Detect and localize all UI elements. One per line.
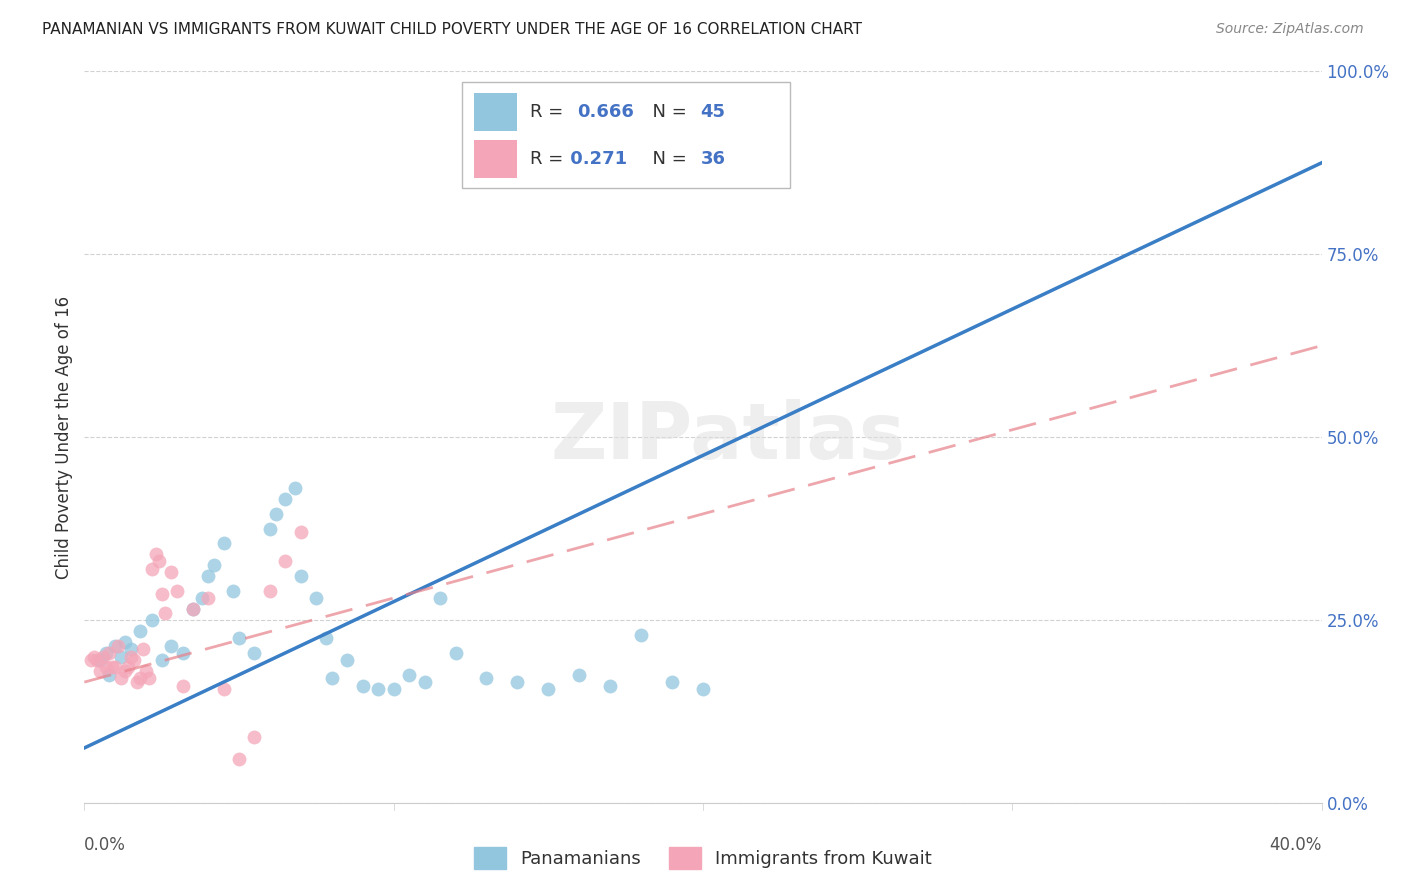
Point: [315, 632, 337, 646]
Point: [181, 602, 204, 616]
Text: 0.0%: 0.0%: [84, 836, 127, 854]
Point: [79, 653, 101, 667]
Text: R =: R =: [530, 103, 569, 120]
Text: Source: ZipAtlas.com: Source: ZipAtlas.com: [1216, 22, 1364, 37]
Point: [129, 624, 152, 638]
Point: [367, 682, 389, 697]
Point: [135, 664, 157, 678]
Point: [138, 672, 160, 686]
Point: [91, 649, 114, 664]
Point: [599, 679, 621, 693]
Point: [94, 646, 117, 660]
Point: [336, 653, 359, 667]
Text: N =: N =: [641, 150, 693, 168]
Point: [274, 554, 297, 568]
Point: [107, 639, 129, 653]
Point: [98, 646, 121, 660]
Text: PANAMANIAN VS IMMIGRANTS FROM KUWAIT CHILD POVERTY UNDER THE AGE OF 16 CORRELATI: PANAMANIAN VS IMMIGRANTS FROM KUWAIT CHI…: [42, 22, 862, 37]
Point: [568, 667, 591, 681]
Point: [122, 653, 145, 667]
Point: [98, 667, 121, 681]
Point: [114, 664, 136, 678]
Point: [382, 682, 405, 697]
Point: [202, 558, 225, 573]
Point: [160, 566, 183, 580]
Point: [150, 653, 173, 667]
Point: [305, 591, 328, 605]
Point: [160, 639, 183, 653]
Point: [228, 752, 250, 766]
Text: 0.666: 0.666: [576, 103, 634, 120]
Point: [110, 672, 132, 686]
Text: 36: 36: [700, 150, 725, 168]
Point: [506, 675, 529, 690]
Point: [120, 649, 142, 664]
Point: [692, 682, 714, 697]
Point: [398, 667, 420, 681]
Point: [222, 583, 245, 598]
Point: [243, 730, 266, 744]
Point: [181, 602, 204, 616]
Point: [172, 646, 194, 660]
Point: [120, 642, 142, 657]
Text: R =: R =: [530, 150, 569, 168]
Point: [537, 682, 560, 697]
Point: [290, 525, 312, 540]
Point: [661, 675, 683, 690]
Point: [475, 672, 498, 686]
Point: [630, 627, 652, 641]
Point: [83, 649, 105, 664]
Point: [259, 521, 281, 535]
Y-axis label: Child Poverty Under the Age of 16: Child Poverty Under the Age of 16: [55, 295, 73, 579]
Point: [153, 606, 176, 620]
FancyBboxPatch shape: [474, 93, 517, 130]
Point: [148, 554, 170, 568]
Point: [104, 639, 127, 653]
Point: [117, 660, 139, 674]
Point: [738, 145, 761, 159]
Point: [141, 562, 163, 576]
Text: N =: N =: [641, 103, 693, 120]
Point: [197, 569, 219, 583]
Point: [141, 613, 163, 627]
Point: [94, 660, 117, 674]
Point: [259, 583, 281, 598]
Point: [264, 507, 287, 521]
Point: [290, 569, 312, 583]
Point: [284, 481, 307, 495]
Point: [243, 646, 266, 660]
Point: [114, 635, 136, 649]
Point: [150, 587, 173, 601]
Point: [413, 675, 436, 690]
Point: [86, 653, 108, 667]
Point: [228, 632, 250, 646]
Point: [132, 642, 155, 657]
Point: [352, 679, 374, 693]
Point: [429, 591, 451, 605]
Text: 45: 45: [700, 103, 725, 120]
Point: [145, 547, 167, 561]
Text: 40.0%: 40.0%: [1270, 836, 1322, 854]
Point: [212, 682, 235, 697]
Point: [444, 646, 467, 660]
Text: ZIPatlas: ZIPatlas: [550, 399, 905, 475]
Point: [89, 653, 111, 667]
Point: [166, 583, 188, 598]
FancyBboxPatch shape: [461, 82, 790, 188]
Point: [321, 672, 343, 686]
Legend: Panamanians, Immigrants from Kuwait: Panamanians, Immigrants from Kuwait: [465, 838, 941, 878]
Point: [212, 536, 235, 550]
Point: [110, 649, 132, 664]
Point: [197, 591, 219, 605]
Point: [101, 660, 124, 674]
Point: [104, 660, 127, 674]
Point: [89, 664, 111, 678]
FancyBboxPatch shape: [474, 140, 517, 178]
Text: 0.271: 0.271: [564, 150, 627, 168]
Point: [191, 591, 214, 605]
Point: [172, 679, 194, 693]
Point: [274, 492, 297, 507]
Point: [129, 672, 152, 686]
Point: [125, 675, 148, 690]
